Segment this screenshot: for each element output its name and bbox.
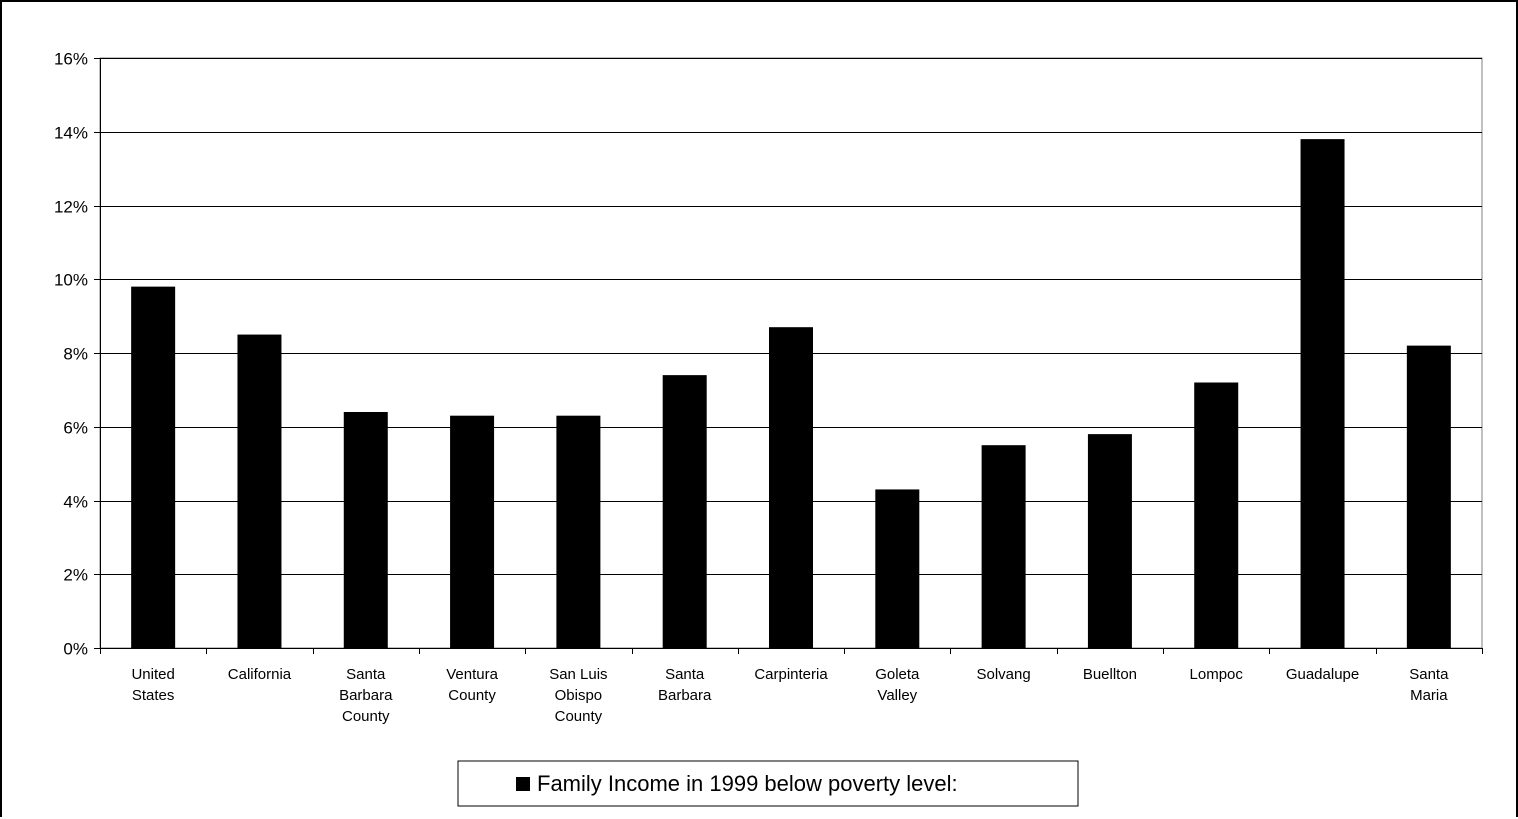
y-tick-label: 16% (54, 50, 88, 69)
legend: Family Income in 1999 below poverty leve… (457, 760, 1079, 807)
x-category-label: Goleta Valley (875, 666, 920, 704)
bar (131, 286, 176, 648)
y-tick-label: 2% (63, 566, 88, 585)
x-category-label: Guadalupe (1286, 666, 1359, 683)
x-category-label: California (228, 666, 292, 683)
axes (94, 58, 1483, 654)
x-category-label: United States (131, 666, 174, 704)
bar (662, 375, 707, 648)
x-category-label: San Luis Obispo County (549, 666, 607, 725)
bar (981, 445, 1026, 648)
bar (556, 415, 601, 648)
x-category-labels: United States California Santa Barbara County… (131, 666, 1449, 725)
y-tick-label: 0% (63, 640, 88, 659)
y-tick-label: 4% (63, 493, 88, 512)
legend-label: Family Income in 1999 below poverty leve… (537, 771, 958, 796)
legend-swatch (516, 777, 530, 791)
bar (1406, 345, 1451, 648)
x-category-label: Ventura County (446, 666, 498, 704)
x-category-label: Buellton (1083, 666, 1137, 683)
bar (1087, 434, 1132, 648)
bar (1300, 139, 1345, 648)
bar (237, 334, 282, 648)
x-category-label: Lompoc (1190, 666, 1244, 683)
bar (875, 489, 920, 648)
x-category-label: Solvang (977, 666, 1031, 683)
y-tick-label: 8% (63, 345, 88, 364)
legend-box (457, 760, 1079, 807)
x-category-label: Carpinteria (754, 666, 828, 683)
x-category-label: Santa Barbara County (339, 666, 393, 725)
y-tick-label: 14% (54, 124, 88, 143)
bar (450, 415, 495, 648)
x-category-label: Santa Barbara (658, 666, 712, 704)
bar (1194, 382, 1239, 648)
y-tick-labels: 0% 2% 4% 6% 8% 10% 12% 14% 16% (54, 50, 88, 659)
bars (131, 139, 1451, 648)
bar (343, 412, 388, 648)
x-category-label: Santa Maria (1409, 666, 1449, 704)
y-tick-label: 12% (54, 198, 88, 217)
y-tick-label: 10% (54, 271, 88, 290)
y-tick-label: 6% (63, 419, 88, 438)
bar (769, 327, 813, 648)
